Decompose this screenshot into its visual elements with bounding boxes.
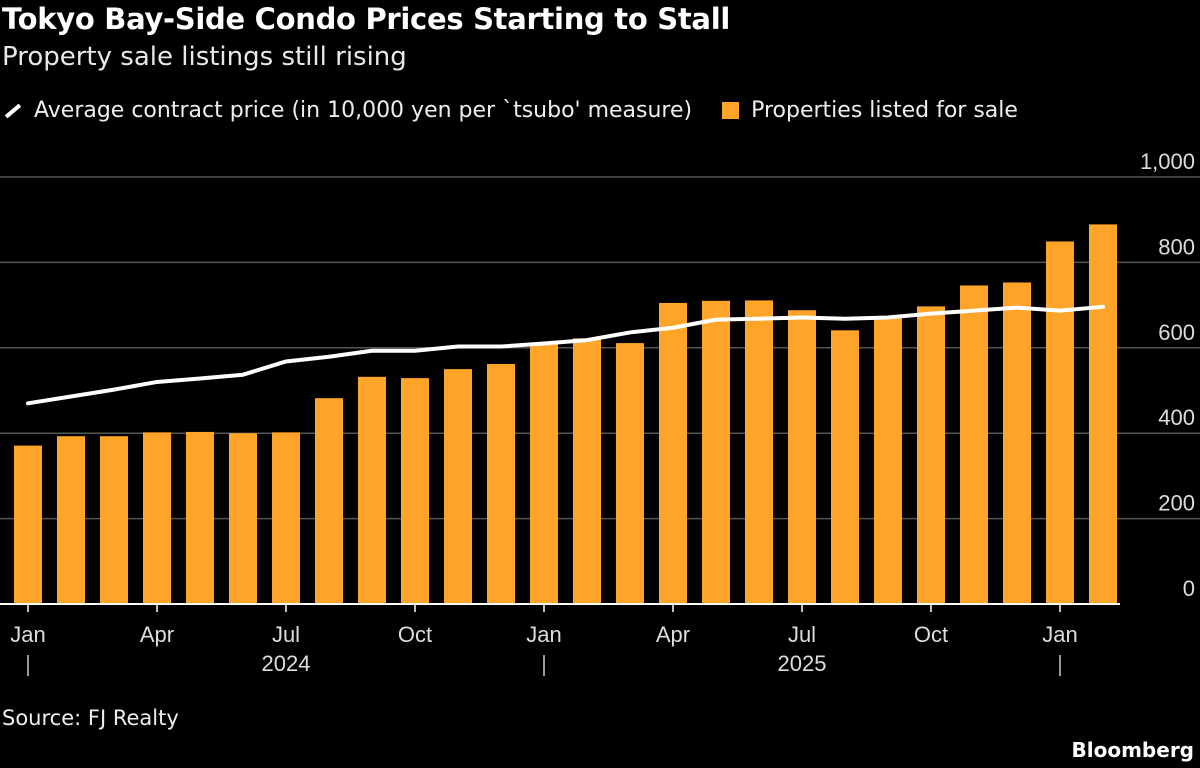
bar <box>229 433 257 604</box>
bloomberg-logo: Bloomberg <box>1071 738 1194 762</box>
bar <box>1003 282 1031 604</box>
bar <box>186 431 214 604</box>
legend-bar-swatch <box>722 102 740 119</box>
bar <box>14 445 42 604</box>
x-tick-label: Jul <box>272 622 300 647</box>
bar <box>100 436 128 604</box>
bar <box>272 432 300 604</box>
bar <box>1046 241 1074 605</box>
bar <box>401 378 429 604</box>
bar <box>788 310 816 604</box>
bar <box>960 285 988 604</box>
y-tick-label: 200 <box>1158 491 1195 516</box>
chart-subtitle: Property sale listings still rising <box>2 42 407 72</box>
y-tick-label: 800 <box>1158 234 1195 259</box>
x-tick-label: Oct <box>398 622 432 647</box>
x-tick-label: Jan <box>526 622 561 647</box>
bar <box>1089 224 1117 604</box>
source-note: Source: FJ Realty <box>2 706 179 730</box>
bar <box>702 300 730 604</box>
x-tick-label: Jan <box>10 622 45 647</box>
legend: Average contract price (in 10,000 yen pe… <box>4 98 1018 123</box>
chart-title: Tokyo Bay-Side Condo Prices Starting to … <box>2 2 730 36</box>
x-tick-label: Jul <box>788 622 816 647</box>
x-tick-label: Apr <box>656 622 690 647</box>
y-tick-label: 400 <box>1158 405 1195 430</box>
bar <box>616 343 644 604</box>
legend-label-price: Average contract price (in 10,000 yen pe… <box>34 98 693 123</box>
chart-plot: 0 200 400 600 800 1,000 Jan Apr Jul Oct Jan Apr Jul O… <box>0 149 1200 676</box>
bar <box>315 398 343 604</box>
legend-label-listings: Properties listed for sale <box>751 98 1018 123</box>
bar <box>745 300 773 604</box>
year-label: 2025 <box>778 651 827 676</box>
year-label: 2024 <box>262 651 311 676</box>
x-tick-label: Jan <box>1042 622 1077 647</box>
bar <box>659 302 687 604</box>
bar <box>57 436 85 604</box>
bar <box>874 317 902 604</box>
bar <box>530 344 558 604</box>
y-tick-label: 600 <box>1158 320 1195 345</box>
bar <box>487 364 515 604</box>
price-line <box>26 304 1105 406</box>
y-tick-label: 0 <box>1183 576 1195 601</box>
bar <box>143 432 171 604</box>
bar <box>573 338 601 604</box>
x-tick-label: Apr <box>140 622 174 647</box>
bar <box>358 376 386 604</box>
bar <box>917 306 945 604</box>
bar <box>831 330 859 604</box>
bar <box>444 369 472 604</box>
y-tick-label: 1,000 <box>1140 149 1195 174</box>
x-tick-label: Oct <box>914 622 948 647</box>
